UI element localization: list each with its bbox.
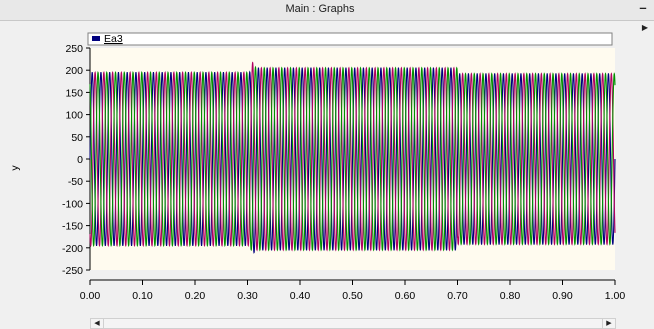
y-tick-label: 200: [65, 65, 83, 77]
horizontal-scrollbar[interactable]: ◀ ▶: [90, 318, 616, 329]
series-line-3: [89, 65, 616, 252]
window-title: Main : Graphs: [285, 3, 355, 15]
scroll-left-icon[interactable]: ◀: [91, 319, 104, 328]
x-tick-label: 0.70: [447, 290, 468, 302]
window-titlebar: Main : Graphs –: [0, 0, 654, 21]
x-tick-label: 0.80: [500, 290, 521, 302]
expand-arrow-icon[interactable]: ▶: [641, 23, 649, 32]
scroll-right-icon[interactable]: ▶: [602, 319, 615, 328]
y-tick-label: 0: [77, 154, 83, 166]
y-tick-label: 250: [65, 43, 83, 55]
y-tick-label: -50: [68, 176, 83, 188]
x-tick-label: 0.60: [395, 290, 416, 302]
x-tick-label: 0.00: [80, 290, 101, 302]
y-tick-label: -250: [62, 265, 83, 277]
x-ticks: 0.00 0.10 0.20 0.30 0.40 0.50 0.60 0.70 0.80 0.90…: [80, 280, 626, 302]
waveform-series: [89, 61, 616, 254]
y-ticks: 250 200 150 100 50 0 -50 -100 -150 -200 -250: [62, 43, 90, 277]
legend-bar: [87, 32, 613, 46]
x-tick-label: 0.90: [552, 290, 573, 302]
y-axis-label: y: [9, 165, 21, 171]
y-tick-label: 150: [65, 87, 83, 99]
x-tick-label: 0.50: [342, 290, 363, 302]
x-tick-label: 1.00: [605, 290, 626, 302]
series-line-2: [89, 61, 616, 252]
series-line-1: [89, 67, 616, 254]
legend-swatch-icon: [92, 36, 100, 41]
minimize-button[interactable]: –: [639, 0, 647, 15]
y-tick-label: 50: [71, 132, 83, 144]
y-tick-label: -200: [62, 243, 83, 255]
y-tick-label: -100: [62, 198, 83, 210]
legend-label[interactable]: Ea3: [104, 33, 123, 45]
x-tick-label: 0.40: [290, 290, 311, 302]
y-tick-label: 100: [65, 110, 83, 122]
x-tick-label: 0.20: [185, 290, 206, 302]
y-tick-label: -150: [62, 221, 83, 233]
x-tick-label: 0.10: [132, 290, 153, 302]
x-tick-label: 0.30: [237, 290, 258, 302]
